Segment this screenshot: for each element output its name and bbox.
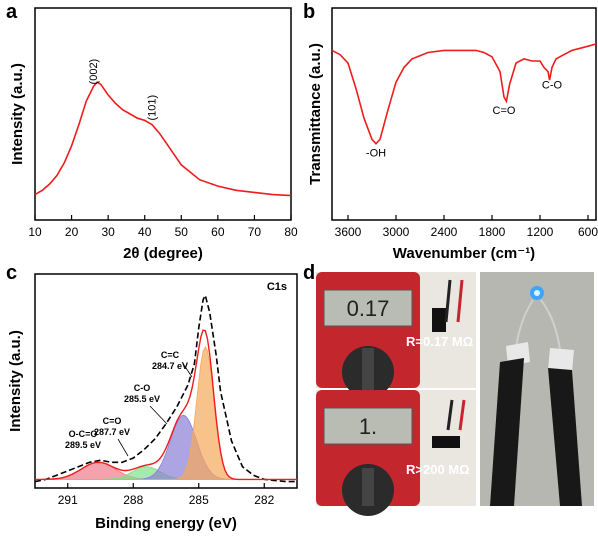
panel-c-chart: 291 288 285 282 C1s C=C 284.7 eV C-O 285.5 … <box>7 273 298 532</box>
panel-b-series-line <box>331 43 597 145</box>
panel-c-ylabel: Intensity (a.u.) <box>7 330 24 432</box>
panel-c-title: C1s <box>267 281 287 293</box>
peak-label-cc: C=C <box>161 350 180 360</box>
panel-label-c: c <box>6 262 17 284</box>
panel-c-frame <box>34 273 298 489</box>
led-wire-right <box>540 299 561 351</box>
probe-red-bottom <box>458 399 466 431</box>
led-wire-left <box>515 299 534 349</box>
panel-b-xtick-label-0: 3600 <box>335 225 362 239</box>
peak-label-co: C-O <box>134 383 151 393</box>
dial-pointer-top <box>362 348 374 396</box>
peak-energy-c-double-o: 287.7 eV <box>94 427 130 437</box>
panel-label-a: a <box>6 1 18 23</box>
panel-a-xtick-label-7: 80 <box>284 225 298 239</box>
panel-a-xtick-label-4: 50 <box>175 225 189 239</box>
display-reading-bottom: 1. <box>359 414 377 439</box>
panel-b-frame <box>331 7 597 221</box>
panel-b-annotation-co-double: C=O <box>493 105 516 117</box>
peak-pointer-cc <box>181 361 193 378</box>
photo-multimeter-bottom: 1. R>200 MΩ <box>316 390 476 516</box>
panel-b-chart: 3600 3000 2400 1800 1200 600 -OH C=O C-O Wave… <box>307 7 598 262</box>
probe-black-top <box>444 279 452 323</box>
panel-b-xtick-label-4: 1200 <box>527 225 554 239</box>
panel-a-xtick-label-0: 10 <box>28 225 42 239</box>
panel-a-xtick-label-6: 70 <box>248 225 262 239</box>
panel-b-xtick-label-5: 600 <box>578 225 598 239</box>
peak-energy-co: 285.5 eV <box>124 394 160 404</box>
panel-a-xtick-label-3: 40 <box>138 225 152 239</box>
panel-b-annotation-oh: -OH <box>366 147 386 159</box>
panel-c-xtick-label-1: 288 <box>123 493 143 507</box>
display-reading-top: 0.17 <box>347 296 390 321</box>
panel-b-xtick-label-3: 1800 <box>479 225 506 239</box>
panel-c-raw-curve <box>34 293 297 483</box>
led-core <box>534 290 540 296</box>
probe-black-bottom <box>446 399 454 431</box>
panel-b-ylabel: Transmittance (a.u.) <box>307 43 324 185</box>
panel-label-d: d <box>303 262 315 284</box>
peak-energy-ococ: 289.5 eV <box>65 440 101 450</box>
resistance-label-bottom: R>200 MΩ <box>406 462 470 477</box>
peak-pointer-co <box>149 405 168 425</box>
panel-b-annotation-co-single: C-O <box>542 80 563 92</box>
probe-red-top <box>456 279 464 323</box>
panel-a-ylabel: Intensity (a.u.) <box>9 63 26 165</box>
peak-label-ococ: O-C=O <box>69 429 98 439</box>
graphite-strip-left <box>490 358 524 506</box>
electrode-right <box>548 348 574 372</box>
panel-a-series-line <box>34 81 292 197</box>
panel-a-chart: 10 20 30 40 50 60 70 80 (002) (101) 2θ (degree)… <box>9 7 298 262</box>
panel-b-xtick-label-1: 3000 <box>383 225 410 239</box>
peak-energy-cc: 284.7 eV <box>152 361 188 371</box>
graphite-strip-right <box>548 368 582 506</box>
panel-c-xtick-label-0: 291 <box>58 493 78 507</box>
panel-b-xtick-label-2: 2400 <box>431 225 458 239</box>
photo-multimeter-top: 0.17 R=0.17 MΩ <box>316 272 476 398</box>
panel-a-annotation-101: (101) <box>147 95 159 121</box>
peak-pointer-c-double-o <box>117 438 129 457</box>
panel-a-frame <box>34 7 292 221</box>
panel-a-xtick-label-2: 30 <box>101 225 115 239</box>
panel-a-annotation-002: (002) <box>88 59 100 85</box>
panel-b-xlabel: Wavenumber (cm⁻¹) <box>393 245 535 262</box>
panel-c-fit-envelope <box>35 329 297 481</box>
panel-d-photo: 0.17 R=0.17 MΩ 1. R>200 MΩ <box>316 272 594 516</box>
peak-label-c-double-o: C=O <box>103 416 122 426</box>
panel-a-xtick-label-5: 60 <box>211 225 225 239</box>
panel-a-xlabel: 2θ (degree) <box>123 245 203 262</box>
photo-led-circuit <box>480 272 594 506</box>
multimeter-display-bottom <box>323 407 413 445</box>
probe-sample-bottom <box>432 436 460 448</box>
panel-label-b: b <box>303 1 315 23</box>
probe-sample-top <box>432 308 446 332</box>
resistance-label-top: R=0.17 MΩ <box>406 334 473 349</box>
dial-pointer-bottom <box>362 468 374 506</box>
multimeter-display-top <box>323 289 413 327</box>
panel-a-xtick-label-1: 20 <box>65 225 79 239</box>
panel-c-xtick-label-2: 285 <box>189 493 209 507</box>
panel-c-xtick-label-3: 282 <box>254 493 274 507</box>
panel-c-xlabel: Binding energy (eV) <box>95 515 237 532</box>
